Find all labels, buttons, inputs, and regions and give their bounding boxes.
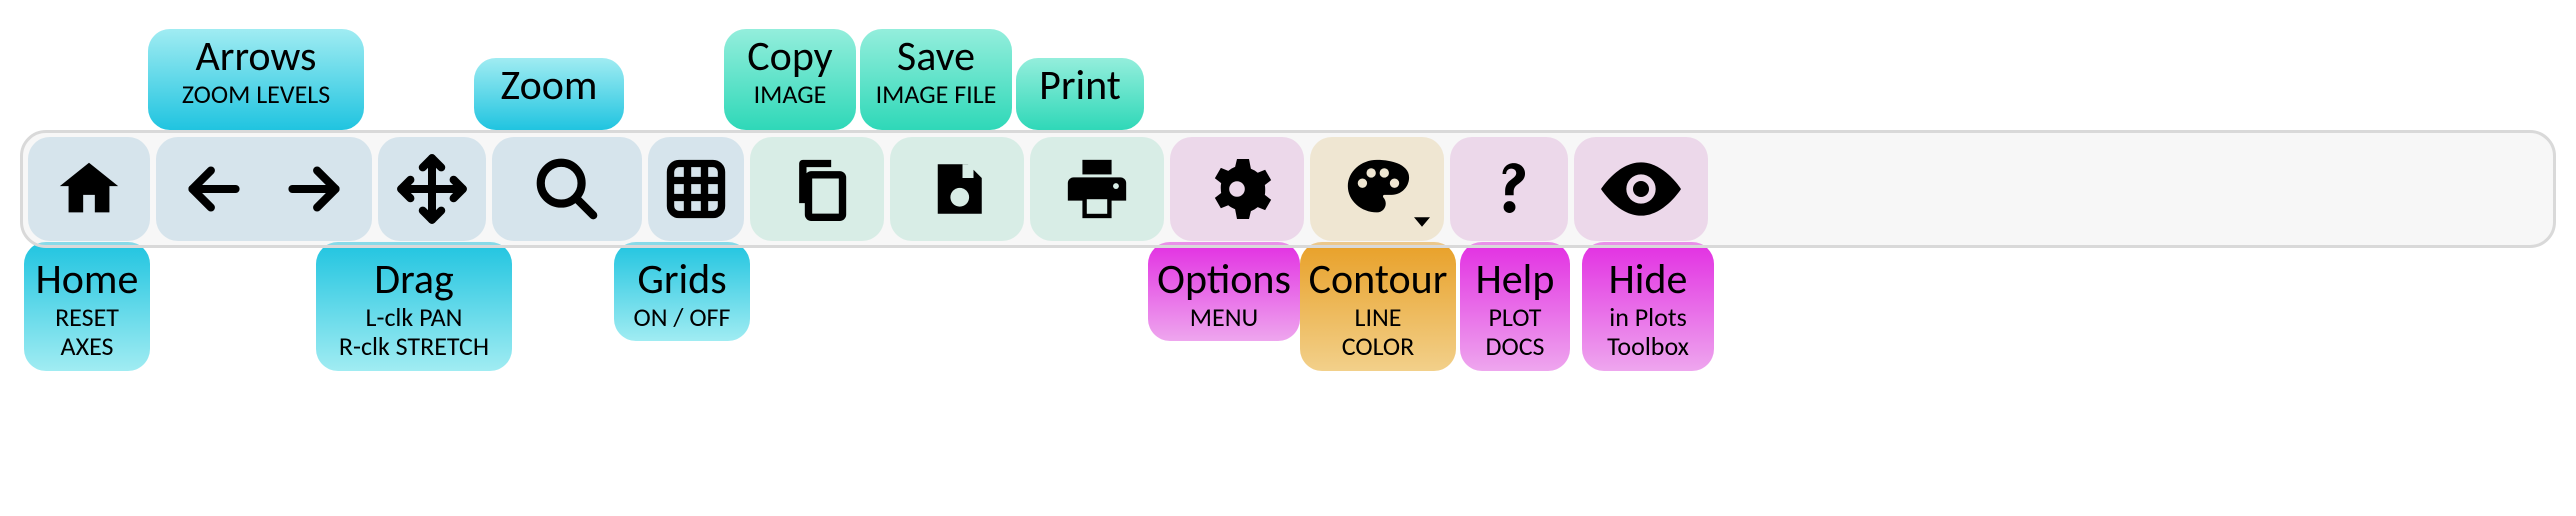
callout-print: Print: [1016, 58, 1144, 130]
callout-save-sub: IMAGE FILE: [876, 81, 997, 108]
eye-icon: [1601, 162, 1681, 216]
copy-button[interactable]: [750, 137, 884, 241]
callout-copy: Copy IMAGE: [724, 29, 856, 130]
grid-icon: [662, 155, 730, 223]
callout-options-title: Options: [1157, 258, 1291, 302]
dropdown-caret-icon: [1414, 217, 1430, 227]
callout-contour-sub1: LINE: [1355, 304, 1402, 331]
callout-hide: Hide in Plots Toolbox: [1582, 242, 1714, 371]
callout-home-title: Home: [36, 258, 139, 302]
callout-grids-sub1: ON / OFF: [634, 304, 731, 331]
callout-print-title: Print: [1039, 64, 1121, 108]
gear-icon: [1201, 153, 1273, 225]
callout-contour-sub2: COLOR: [1342, 333, 1415, 360]
callout-drag: Drag L-clk PAN R-clk STRETCH: [316, 242, 512, 371]
callout-zoom-title: Zoom: [501, 64, 598, 108]
move-icon: [395, 152, 469, 226]
callouts-top-row: Arrows ZOOM LEVELS Zoom Copy IMAGE Save …: [10, 20, 2566, 130]
zoom-button[interactable]: [492, 137, 642, 241]
toolbar: [20, 130, 2556, 248]
help-button[interactable]: [1450, 137, 1568, 241]
print-button[interactable]: [1030, 137, 1164, 241]
callout-arrows-sub: ZOOM LEVELS: [182, 81, 330, 108]
callout-help-sub2: DOCS: [1485, 333, 1544, 360]
callout-contour: Contour LINE COLOR: [1300, 242, 1456, 371]
callout-home-sub2: AXES: [61, 333, 114, 360]
back-button[interactable]: [177, 152, 251, 226]
options-button[interactable]: [1170, 137, 1304, 241]
callout-arrows: Arrows ZOOM LEVELS: [148, 29, 364, 130]
palette-icon: [1342, 154, 1412, 224]
callout-home-sub1: RESET: [55, 304, 119, 331]
callout-copy-sub: IMAGE: [754, 81, 827, 108]
callout-drag-title: Drag: [374, 258, 454, 302]
home-button[interactable]: [28, 137, 150, 241]
callout-help-sub1: PLOT: [1489, 304, 1542, 331]
callout-zoom: Zoom: [474, 58, 624, 130]
callout-drag-sub1: L-clk PAN: [366, 304, 463, 331]
grids-button[interactable]: [648, 137, 744, 241]
callout-options-sub1: MENU: [1190, 304, 1258, 331]
arrow-left-icon: [177, 152, 251, 226]
save-button[interactable]: [890, 137, 1024, 241]
callout-grids: Grids ON / OFF: [614, 242, 750, 341]
callout-help-title: Help: [1476, 258, 1555, 302]
print-icon: [1062, 154, 1132, 224]
save-icon: [924, 156, 990, 222]
callout-drag-sub2: R-clk STRETCH: [339, 333, 489, 360]
callouts-bottom-row: Home RESET AXES Drag L-clk PAN R-clk STR…: [10, 242, 2566, 372]
callout-save: Save IMAGE FILE: [860, 29, 1012, 130]
callout-contour-title: Contour: [1309, 258, 1448, 302]
forward-button[interactable]: [277, 152, 351, 226]
callout-grids-title: Grids: [637, 258, 726, 302]
callout-help: Help PLOT DOCS: [1460, 242, 1570, 371]
drag-button[interactable]: [378, 137, 486, 241]
home-icon: [54, 154, 124, 224]
arrow-right-icon: [277, 152, 351, 226]
callout-arrows-title: Arrows: [196, 35, 317, 79]
callout-hide-sub1: in Plots: [1609, 304, 1687, 331]
search-icon: [532, 154, 602, 224]
callout-hide-title: Hide: [1609, 258, 1688, 302]
help-icon: [1478, 148, 1540, 230]
callout-hide-sub2: Toolbox: [1607, 333, 1689, 360]
arrows-group: [156, 137, 372, 241]
hide-button[interactable]: [1574, 137, 1708, 241]
callout-save-title: Save: [897, 35, 975, 79]
callout-copy-title: Copy: [747, 35, 832, 79]
callout-home: Home RESET AXES: [24, 242, 150, 371]
contour-button[interactable]: [1310, 137, 1444, 241]
callout-options: Options MENU: [1148, 242, 1300, 341]
copy-icon: [783, 155, 851, 223]
